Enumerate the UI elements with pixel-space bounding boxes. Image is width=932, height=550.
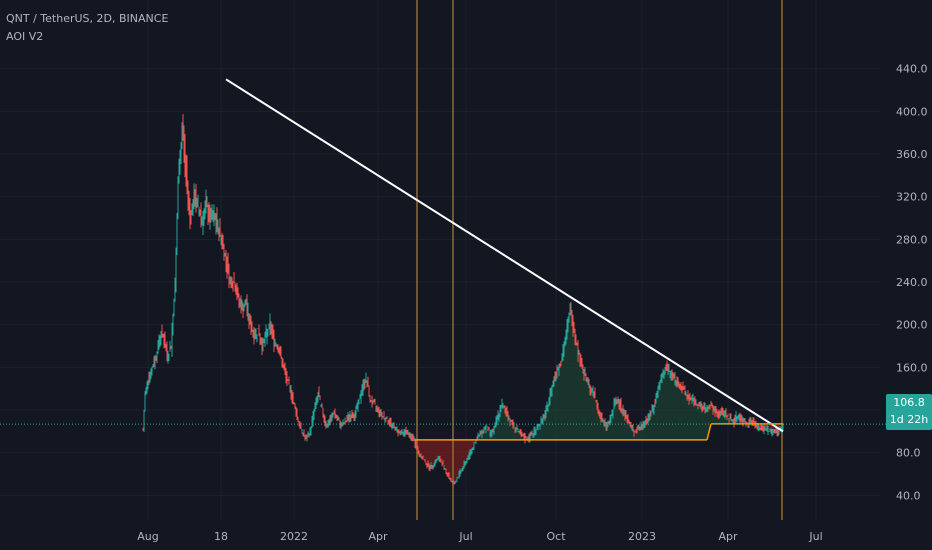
zone-area (415, 439, 476, 485)
time-tick-label: Jul (808, 530, 822, 543)
time-tick-label: Aug (137, 530, 158, 543)
time-tick-label: Apr (368, 530, 388, 543)
time-tick-label: 2023 (628, 530, 656, 543)
drawn-lines (225, 78, 784, 441)
zone-area (477, 308, 754, 440)
price-tick-label: 400.0 (896, 105, 928, 118)
time-tick-label: 18 (214, 530, 228, 543)
descending-trendline (225, 78, 784, 433)
time-axis[interactable]: Aug 18 2022 Apr Jul Oct 2023 Apr Jul (137, 530, 822, 543)
indicator-label[interactable]: AOI V2 (6, 30, 44, 43)
time-tick-label: Apr (718, 530, 738, 543)
last-price-value: 106.8 (893, 396, 925, 409)
price-tick-label: 160.0 (896, 361, 928, 374)
price-axis[interactable]: 40.080.0120.0160.0200.0240.0280.0320.036… (896, 63, 928, 503)
bar-countdown: 1d 22h (889, 413, 929, 426)
symbol-title[interactable]: QNT / TetherUS, 2D, BINANCE (6, 12, 169, 25)
price-tick-label: 360.0 (896, 148, 928, 161)
price-tick-label: 240.0 (896, 276, 928, 289)
candlestick-series (142, 114, 784, 487)
price-tick-label: 440.0 (896, 63, 928, 76)
last-price-badge: 106.8 1d 22h (886, 394, 932, 430)
price-tick-label: 40.0 (896, 489, 921, 502)
time-tick-label: Oct (546, 530, 566, 543)
price-tick-label: 80.0 (896, 447, 921, 460)
time-tick-label: Jul (458, 530, 472, 543)
chart-grid (0, 0, 880, 520)
price-tick-label: 280.0 (896, 233, 928, 246)
price-tick-label: 200.0 (896, 319, 928, 332)
time-tick-label: 2022 (280, 530, 308, 543)
support-line (706, 423, 712, 441)
price-tick-label: 320.0 (896, 191, 928, 204)
